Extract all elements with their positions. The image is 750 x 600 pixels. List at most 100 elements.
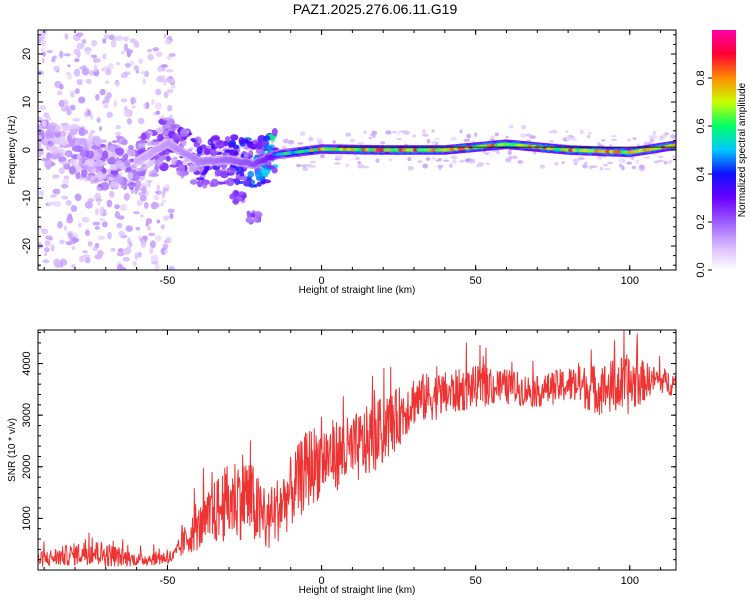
- spectrogram-blob: [69, 124, 80, 130]
- spectrogram-blob: [94, 242, 100, 248]
- spectrogram-blob: [163, 91, 169, 99]
- spectrogram-blob: [451, 159, 457, 165]
- spectrogram-blob: [473, 132, 478, 137]
- spectrogram-blob: [671, 143, 676, 148]
- spectrogram-blob: [234, 151, 239, 156]
- spectrogram-blob: [619, 163, 623, 168]
- spectrogram-blob: [116, 251, 125, 257]
- x-tick-label: 0: [318, 575, 324, 587]
- spectrogram-blob: [621, 165, 625, 171]
- spectrogram-blob: [156, 75, 164, 83]
- snr-frame: [37, 329, 677, 571]
- spectrogram-blob: [214, 169, 223, 177]
- spectrogram-blob: [226, 166, 237, 175]
- spectrogram-blob: [66, 134, 72, 143]
- spectrogram-blob: [561, 161, 565, 164]
- spectrogram-blob: [153, 194, 160, 201]
- spectrogram-blob: [162, 117, 173, 121]
- spectrogram-blob: [171, 84, 176, 89]
- spectrogram-blob: [147, 53, 154, 61]
- spectrogram-blob: [94, 226, 100, 230]
- spectrogram-blob: [103, 33, 110, 40]
- colorbar-ticks: 0.0 0.2 0.4 0.6 0.8: [695, 70, 712, 278]
- spectrogram-blob: [232, 144, 240, 150]
- spectrogram-blob: [438, 157, 442, 162]
- spectrogram-blob: [143, 103, 147, 110]
- spectrogram-blob: [97, 199, 101, 206]
- spectrogram-blob: [107, 231, 112, 240]
- spectrogram-blob: [141, 185, 147, 194]
- spectrogram-blob: [78, 127, 85, 136]
- spectrogram-blob: [485, 162, 490, 165]
- spectrogram-blob: [115, 35, 124, 41]
- spectrogram-blob: [105, 68, 112, 76]
- spectrogram-blob: [137, 251, 142, 258]
- spectrogram-blob: [412, 134, 416, 138]
- spectrogram-blob: [243, 178, 249, 187]
- spectrogram-blob: [140, 182, 149, 188]
- spectrogram-blob: [114, 174, 123, 184]
- spectrogram-blob: [59, 83, 64, 90]
- spectrogram-blob: [102, 104, 109, 109]
- spectrogram-blob: [548, 130, 554, 133]
- colorbar: 0.0 0.2 0.4 0.6 0.8 Normalized spectral ampl…: [695, 30, 748, 278]
- spectrogram-blob: [349, 138, 356, 143]
- spectrogram-blob: [122, 256, 131, 262]
- spectrogram-blob: [120, 185, 127, 189]
- spectrogram-blob: [40, 47, 45, 53]
- spectrogram-blob: [155, 110, 161, 115]
- colorbar-tick-label: 0.2: [695, 214, 707, 229]
- spectrogram-blob: [78, 96, 86, 104]
- spectrogram-blob: [333, 162, 341, 165]
- spectrogram-blob: [152, 47, 159, 52]
- spectrogram-blob: [45, 235, 53, 240]
- spectrogram-blob: [442, 159, 450, 162]
- spectrogram-blob: [357, 142, 365, 145]
- spectrogram-blob: [650, 134, 658, 140]
- spectrogram-blob: [160, 203, 164, 207]
- spectrogram-blob: [155, 51, 163, 58]
- spectrogram-blob: [431, 129, 435, 133]
- spectrogram-y-axis-label: Frequency (Hz): [7, 116, 18, 185]
- spectrogram-blob: [170, 124, 181, 129]
- spectrogram-blob: [101, 221, 108, 228]
- spectrogram-blob: [59, 258, 68, 266]
- spectrogram-blob: [237, 180, 246, 184]
- y-tick-label: 10: [21, 96, 33, 108]
- spectrogram-blob: [64, 33, 69, 40]
- spectrogram-blob: [508, 155, 513, 160]
- spectrogram-blob: [157, 67, 163, 72]
- spectrogram-blob: [70, 159, 78, 166]
- spectrogram-blob: [115, 62, 121, 66]
- spectrogram-blob: [60, 106, 69, 112]
- spectrogram-blob: [85, 158, 96, 167]
- spectrogram-blob: [422, 133, 429, 137]
- spectrogram-blob: [52, 174, 60, 179]
- spectrogram-blob: [38, 263, 41, 269]
- spectrogram-blob: [95, 93, 100, 101]
- spectrogram-blob: [53, 200, 61, 208]
- spectrogram-blob: [232, 197, 239, 205]
- spectrogram-blob: [118, 230, 125, 238]
- spectrogram-blob: [102, 100, 106, 104]
- spectrogram-blob: [601, 139, 606, 142]
- spectrogram-blob: [41, 40, 47, 45]
- spectrogram-blob: [202, 181, 208, 189]
- spectrogram-blob: [88, 131, 94, 141]
- spectrogram-blob: [239, 171, 245, 177]
- spectrogram-blob: [339, 155, 343, 159]
- spectrogram-blob: [81, 39, 87, 45]
- spectrogram-blob: [539, 164, 546, 169]
- spectrogram-blob: [50, 244, 55, 252]
- spectrogram-blob: [146, 141, 153, 146]
- spectrogram-blob: [110, 170, 118, 175]
- spectrogram-blob: [145, 217, 153, 225]
- snr-x-ticks: -50 0 50 100: [43, 330, 662, 587]
- spectrogram-blob: [130, 96, 136, 103]
- spectrogram-blob: [308, 136, 314, 142]
- spectrogram-blob: [87, 241, 93, 247]
- spectrogram-blob: [41, 157, 49, 162]
- spectrogram-blob: [133, 65, 139, 71]
- spectrogram-blob: [44, 239, 51, 247]
- spectrogram-blob: [163, 33, 167, 39]
